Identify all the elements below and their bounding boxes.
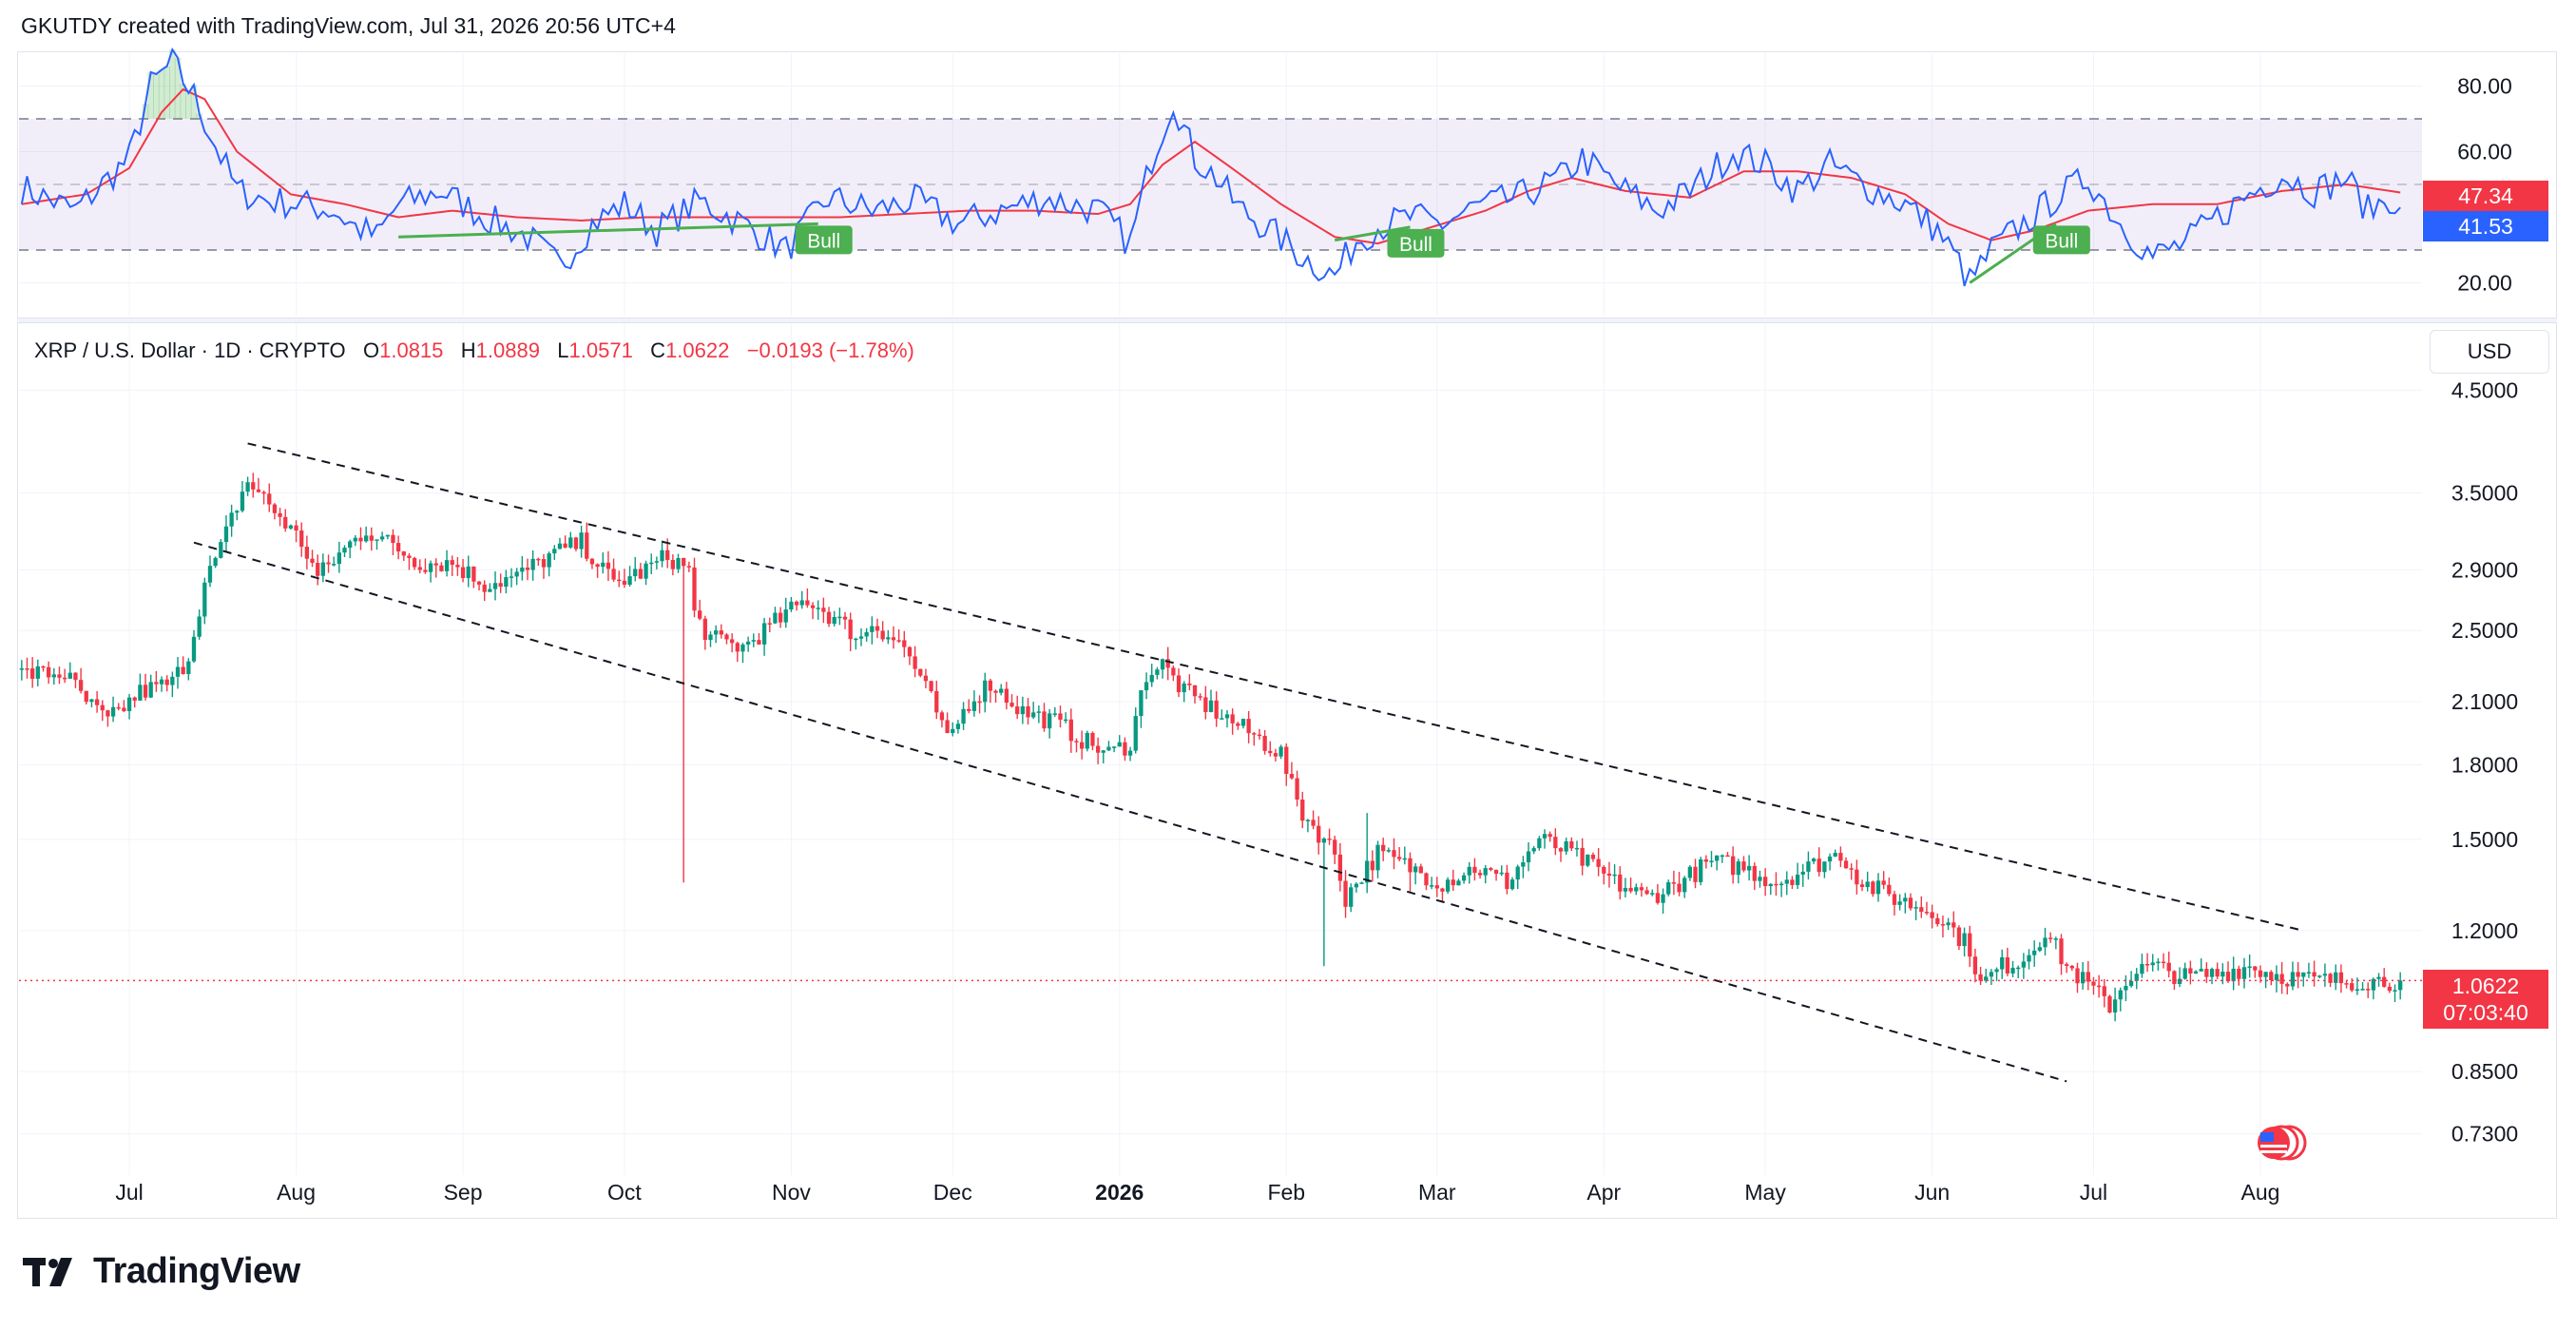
tradingview-mark-icon [23, 1257, 72, 1286]
rsi-value-tag: 41.53 [2423, 211, 2548, 241]
flag-icon[interactable] [2255, 1124, 2307, 1161]
change-value: −0.0193 (−1.78%) [746, 338, 914, 362]
chart-frame [17, 51, 2557, 1219]
bar-countdown: 07:03:40 [2443, 1000, 2528, 1025]
open-value: 1.0815 [379, 338, 444, 362]
rsi-ma-tag: 47.34 [2423, 181, 2548, 211]
last-price: 1.0622 [2451, 974, 2520, 998]
tradingview-logo[interactable]: TradingView [23, 1251, 300, 1292]
open-label: O [362, 338, 380, 362]
close-label: C [650, 338, 666, 362]
high-value: 1.0889 [475, 338, 540, 362]
high-label: H [460, 338, 476, 362]
low-value: 1.0571 [568, 338, 633, 362]
symbol-title: XRP / U.S. Dollar · 1D · CRYPTO [34, 338, 346, 362]
close-value: 1.0622 [665, 338, 730, 362]
low-label: L [557, 338, 569, 362]
pane-separator[interactable] [17, 318, 2557, 323]
chart-header: GKUTDY created with TradingView.com, Jul… [21, 13, 676, 38]
last-price-tag: 1.0622 07:03:40 [2423, 970, 2548, 1029]
brand-name: TradingView [93, 1251, 300, 1291]
currency-button[interactable]: USD [2430, 330, 2549, 374]
symbol-legend[interactable]: XRP / U.S. Dollar · 1D · CRYPTO O1.0815 … [34, 338, 914, 363]
